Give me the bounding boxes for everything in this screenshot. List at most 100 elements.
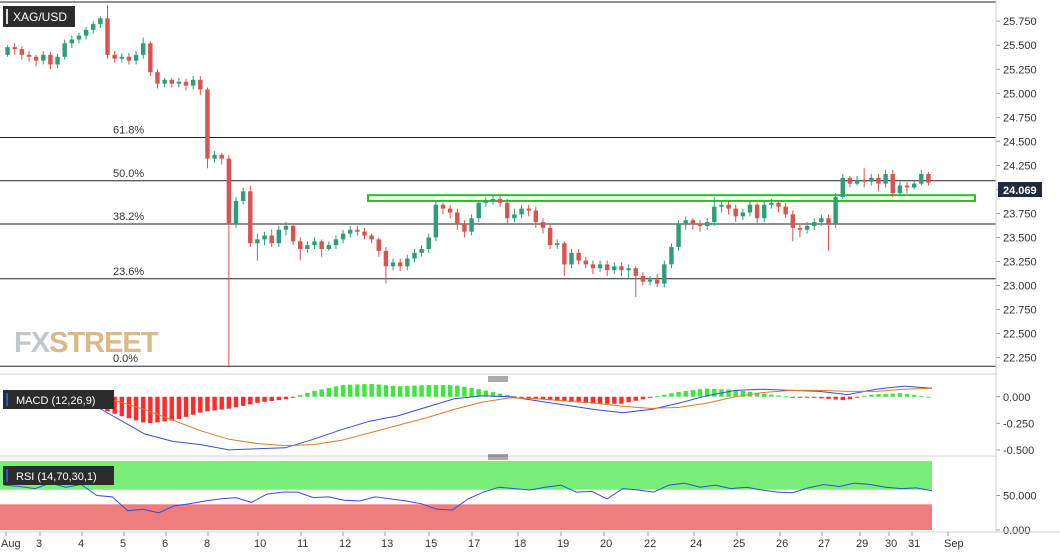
candle-body (226, 158, 232, 224)
candle-body (840, 177, 845, 198)
time-tick-label: 20 (600, 538, 612, 550)
macd-histogram-bar (662, 394, 667, 397)
macd-histogram-bar (526, 396, 531, 398)
macd-histogram-bar (183, 396, 189, 417)
candle-body (69, 39, 75, 44)
macd-histogram-bar (148, 396, 153, 424)
candle-body (819, 218, 824, 223)
candle-body (447, 208, 453, 213)
macd-histogram-bar (654, 396, 660, 398)
candle-body (233, 200, 239, 224)
macd-histogram-bar (497, 393, 503, 397)
time-tick-label: 26 (776, 538, 788, 550)
candle-body (654, 279, 660, 284)
time-tick-label: 31 (908, 538, 920, 550)
candle-body (812, 222, 817, 226)
macd-histogram-bar (562, 396, 567, 402)
macd-histogram-bar (348, 384, 353, 397)
candle-body (826, 218, 831, 224)
candle-body (583, 260, 588, 265)
rsi-label: RSI (14,70,30,1) (3, 466, 114, 485)
macd-histogram-bar (840, 396, 845, 401)
candle-body (190, 79, 196, 86)
candle-body (676, 224, 681, 248)
macd-histogram-bar (604, 396, 610, 404)
macd-histogram-bar (819, 396, 824, 399)
candle-body (12, 47, 17, 50)
candle-body (604, 264, 610, 271)
candle-body (126, 56, 132, 61)
candle-body (326, 245, 332, 249)
macd-histogram-bar (319, 389, 324, 397)
candle-body (319, 241, 324, 249)
macd-histogram-bar (704, 388, 710, 397)
macd-label-marker (6, 393, 8, 406)
macd-histogram-bar (390, 385, 396, 397)
pane-separator-top[interactable] (0, 373, 996, 382)
candle-body (883, 174, 888, 184)
candle-body (340, 233, 346, 240)
macd-histogram-bar (890, 393, 895, 397)
time-tick-label: 27 (818, 538, 830, 550)
candle-body (697, 224, 703, 226)
resistance-zone-box (367, 194, 976, 202)
macd-histogram-bar (426, 385, 431, 397)
macd-histogram-bar (312, 390, 317, 397)
macd-histogram-bar (519, 396, 524, 398)
candle-body (640, 275, 646, 282)
candle-body (205, 89, 210, 159)
candle-body (783, 206, 788, 215)
price-tick-label: 22.750 (1003, 305, 1037, 317)
rsi-tick-label: 0.000 (1003, 525, 1031, 537)
macd-histogram-bar (826, 396, 831, 399)
macd-histogram-bar (869, 394, 874, 397)
macd-histogram-bar (412, 385, 417, 397)
candle-body (776, 202, 781, 207)
last-price-value: 24.069 (1003, 185, 1037, 197)
macd-histogram-bar (619, 396, 624, 404)
candle-body (890, 174, 895, 194)
rsi-label-marker (6, 469, 8, 482)
macd-histogram-bar (590, 396, 596, 404)
macd-histogram-bar (176, 396, 182, 419)
candle-body (576, 252, 581, 261)
pane-separator-bottom[interactable] (0, 454, 996, 460)
rsi-label-text: RSI (14,70,30,1) (16, 471, 97, 483)
rsi-axis: 50.000 0.000 (996, 491, 1037, 537)
candle-body (547, 227, 553, 246)
macd-histogram-bar (533, 396, 539, 399)
macd-histogram-bar (397, 386, 403, 397)
macd-histogram-bar (576, 396, 581, 403)
candle-body (433, 204, 439, 238)
candle-body (62, 43, 67, 57)
time-tick-label: Aug (1, 538, 21, 550)
macd-histogram-bar (383, 385, 389, 397)
macd-histogram-bar (255, 396, 260, 403)
time-axis: Aug 3 4 5 6 8 10 11 12 13 15 17 18 19 20 22 24 25 26 27 29 30… (0, 531, 1060, 550)
rsi-oversold-zone (0, 504, 932, 530)
macd-histogram-bar (490, 392, 496, 397)
macd-histogram-bar (911, 394, 917, 397)
candle-body (419, 248, 424, 253)
candle-body (83, 29, 89, 36)
candle-body (505, 202, 510, 219)
candle-body (662, 264, 667, 284)
macd-tick-label: -0.250 (1003, 418, 1034, 430)
macd-histogram-bar (362, 384, 367, 397)
candle-body (904, 185, 910, 188)
macd-histogram-bar (633, 396, 638, 401)
candle-body (105, 18, 110, 55)
macd-histogram-bar (790, 396, 796, 398)
symbol-title-box (3, 6, 75, 27)
rsi-tick-label: 50.000 (1003, 491, 1037, 503)
time-tick-label: 8 (204, 538, 210, 550)
macd-histogram-bar (547, 396, 553, 401)
candle-body (5, 47, 10, 55)
rsi-line (3, 482, 933, 514)
price-tick-label: 25.500 (1003, 40, 1037, 52)
candle-body (283, 225, 289, 230)
candle-body (219, 154, 224, 159)
price-tick-label: 25.250 (1003, 64, 1037, 76)
candle-body (383, 250, 389, 267)
price-tick-label: 24.750 (1003, 112, 1037, 124)
